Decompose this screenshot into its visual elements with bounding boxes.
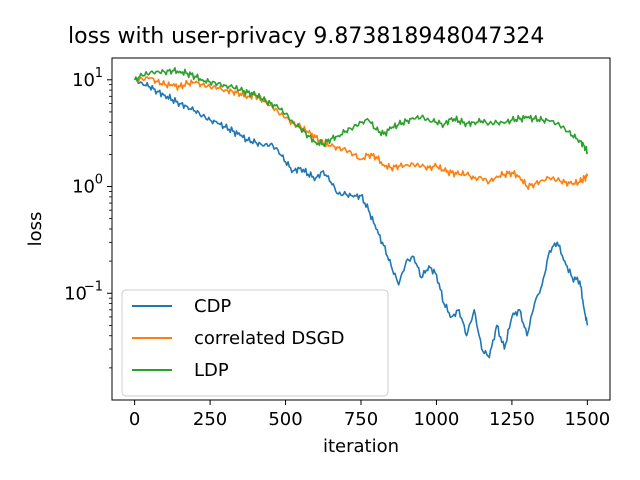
y-tick-exponent: 1 (95, 66, 103, 81)
series-line-cdp (134, 77, 589, 359)
x-tick-label: 750 (344, 409, 378, 430)
series-line-ldp (133, 67, 589, 155)
x-axis: 0 250 500 750 1000 1250 1500 (129, 400, 610, 430)
legend-box (121, 289, 389, 397)
legend-label: correlated DSGD (194, 328, 344, 349)
x-tick-label: 250 (193, 409, 227, 430)
x-tick-label: 0 (129, 409, 140, 430)
legend-label: CDP (194, 296, 231, 317)
x-tick-label: 500 (268, 409, 302, 430)
y-tick-exponent: −1 (84, 279, 103, 294)
y-tick-exponent: 0 (95, 173, 103, 188)
series-line-correlated-dsgd (134, 76, 589, 190)
x-tick-label: 1500 (564, 409, 610, 430)
chart-title: loss with user-privacy 9.873818948047324 (68, 24, 544, 49)
legend-label: LDP (194, 360, 229, 381)
y-tick-label: 100 (72, 173, 103, 198)
plot-area (133, 67, 589, 359)
y-axis-label: loss (25, 212, 46, 247)
legend: CDP correlated DSGD LDP (121, 289, 389, 397)
x-axis-label: iteration (323, 436, 399, 457)
x-tick-label: 1250 (489, 409, 535, 430)
x-tick-label: 1000 (414, 409, 460, 430)
